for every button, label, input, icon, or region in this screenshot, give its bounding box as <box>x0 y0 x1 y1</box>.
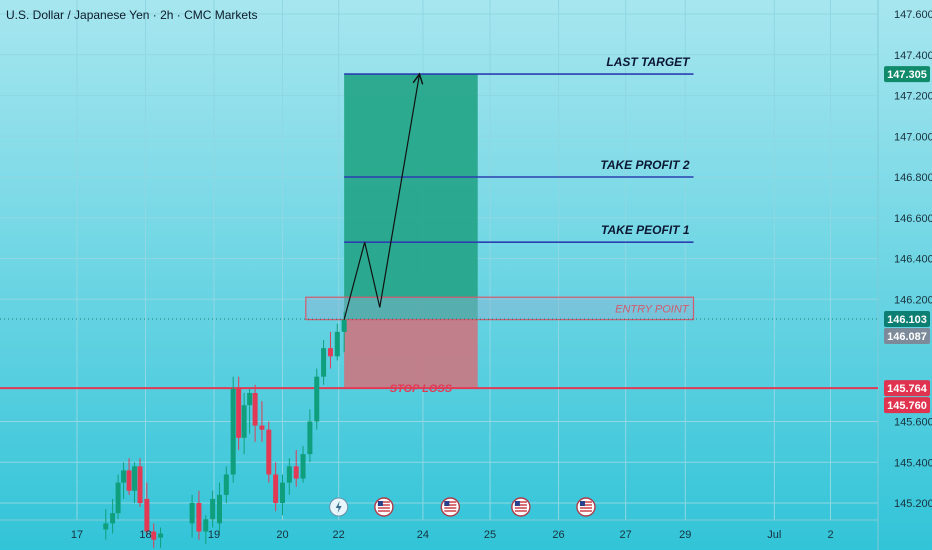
price-badge-label: 145.760 <box>887 400 927 412</box>
us-flag-icon[interactable] <box>511 497 531 517</box>
x-tick-label: 17 <box>71 529 83 541</box>
entry-point-label: ENTRY POINT <box>615 303 690 315</box>
candle-body <box>126 470 132 491</box>
candle-body <box>321 348 327 377</box>
y-tick-label: 147.200 <box>894 91 932 103</box>
candle-body <box>327 348 333 357</box>
price-badge <box>884 311 930 328</box>
us-flag-icon[interactable] <box>440 497 461 517</box>
candle-body <box>103 523 109 530</box>
target-level-label: LAST TARGET <box>606 55 691 69</box>
x-tick-label: 29 <box>679 529 691 541</box>
candle-body <box>210 498 216 520</box>
candle-body <box>334 331 340 357</box>
candle-body <box>158 533 164 538</box>
y-tick-label: 146.200 <box>894 294 932 306</box>
x-tick-label: Jul <box>767 529 781 541</box>
candle-body <box>307 421 313 455</box>
flag-canton <box>579 501 585 506</box>
candle-body <box>236 388 242 438</box>
y-tick-label: 145.400 <box>894 457 932 469</box>
entry-zone[interactable] <box>305 296 695 321</box>
y-tick-label: 146.400 <box>894 254 932 266</box>
y-tick-label: 147.600 <box>894 9 932 21</box>
candle-body <box>151 531 157 540</box>
x-tick-label: 25 <box>484 529 496 541</box>
candle-body <box>273 474 279 503</box>
flag-canton <box>514 501 520 506</box>
x-tick-label: 26 <box>552 529 564 541</box>
x-tick-label: 24 <box>417 529 429 541</box>
x-tick-label: 20 <box>276 529 288 541</box>
x-tick-label: 19 <box>208 529 220 541</box>
price-badge <box>884 328 930 345</box>
candle-body <box>241 405 247 438</box>
price-badge <box>884 380 930 397</box>
candle-body <box>247 392 253 406</box>
candle-body <box>266 429 272 475</box>
candle-body <box>230 388 236 475</box>
candle-body <box>259 425 265 430</box>
projected-path-arrow[interactable] <box>343 74 419 320</box>
y-tick-label: 147.400 <box>894 50 932 62</box>
candle-body <box>121 470 127 483</box>
y-tick-label: 147.000 <box>894 131 932 143</box>
candle-body <box>314 376 320 422</box>
candle-body <box>189 503 195 524</box>
candle-body <box>144 498 150 532</box>
candle-body <box>280 482 285 503</box>
x-tick-label: 22 <box>333 529 345 541</box>
y-tick-label: 145.600 <box>894 417 932 429</box>
candle-body <box>223 474 229 495</box>
candle-body <box>252 392 258 426</box>
price-badge-label: 147.305 <box>887 69 927 81</box>
target-level-label: TAKE PROFIT 2 <box>600 158 689 172</box>
candle-body <box>115 482 121 514</box>
candle-body <box>203 519 209 532</box>
candle-body <box>196 503 202 532</box>
x-tick-label: 18 <box>139 529 151 541</box>
y-tick-label: 146.600 <box>894 213 932 225</box>
x-tick-label: 27 <box>620 529 632 541</box>
candle-body <box>293 466 299 479</box>
price-badge-label: 146.103 <box>887 314 927 326</box>
stop-zone[interactable] <box>344 319 478 389</box>
chart-title: U.S. Dollar / Japanese Yen · 2h · CMC Ma… <box>6 8 258 22</box>
us-flag-icon[interactable] <box>576 497 596 517</box>
price-badge-label: 146.087 <box>887 331 927 343</box>
price-badge <box>884 397 930 414</box>
lightning-glyph <box>335 501 342 513</box>
target-level-label: TAKE PEOFIT 1 <box>601 223 690 237</box>
price-badge <box>884 66 930 83</box>
y-tick-label: 146.800 <box>894 172 932 184</box>
stop-loss-label: STOP LOSS <box>390 383 453 395</box>
candle-body <box>110 513 116 524</box>
us-flag-icon[interactable] <box>374 497 394 517</box>
candle-body <box>300 454 306 479</box>
target-zone[interactable] <box>344 74 478 320</box>
y-tick-label: 145.200 <box>894 498 932 510</box>
flag-canton <box>377 501 383 506</box>
candle-body <box>341 319 347 332</box>
candle-body <box>132 466 138 491</box>
x-tick-label: 2 <box>827 529 833 541</box>
candle-body <box>137 466 143 503</box>
candle-body <box>286 466 292 483</box>
price-badge-label: 145.764 <box>887 383 928 395</box>
flag-canton <box>444 501 450 506</box>
candle-body <box>216 494 222 524</box>
